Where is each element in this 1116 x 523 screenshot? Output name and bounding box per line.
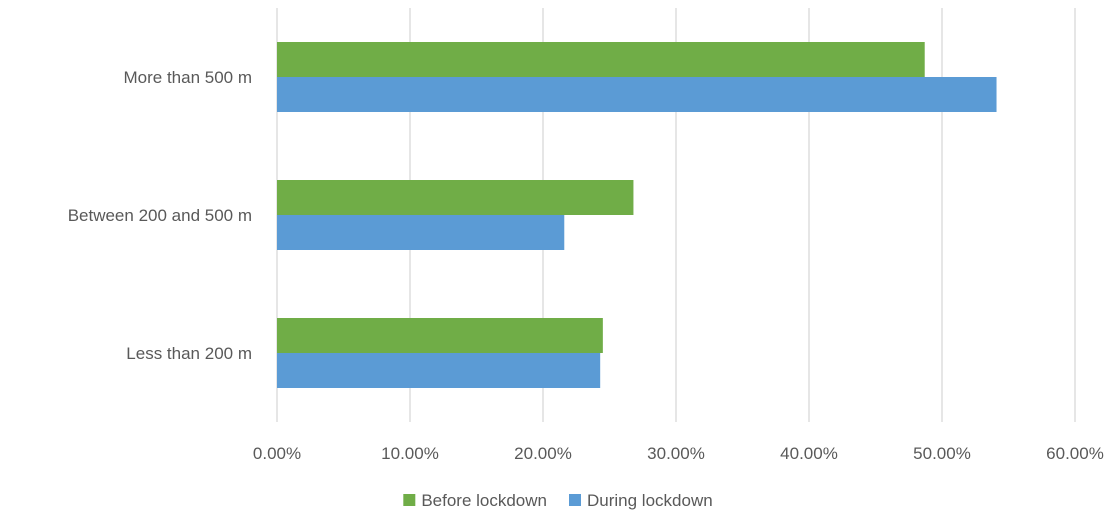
category-label: Between 200 and 500 m <box>68 206 252 225</box>
x-tick-labels: 0.00% 10.00% 20.00% 30.00% 40.00% 50.00% 60.00… <box>253 444 1104 463</box>
legend-swatch <box>569 494 581 506</box>
bars <box>277 42 997 388</box>
bar-before-lockdown <box>277 42 925 77</box>
bar-during-lockdown <box>277 77 997 112</box>
category-label: More than 500 m <box>123 68 252 87</box>
legend-swatch <box>403 494 416 506</box>
x-tick-label: 60.00% <box>1046 444 1104 463</box>
bar-before-lockdown <box>277 318 603 353</box>
legend: Before lockdown During lockdown <box>403 491 713 510</box>
x-tick-label: 10.00% <box>381 444 439 463</box>
bar-before-lockdown <box>277 180 634 215</box>
x-tick-label: 30.00% <box>647 444 705 463</box>
bar-during-lockdown <box>277 215 565 250</box>
x-tick-label: 50.00% <box>913 444 971 463</box>
x-tick-label: 40.00% <box>780 444 838 463</box>
legend-label: During lockdown <box>587 491 713 510</box>
legend-label: Before lockdown <box>421 491 547 510</box>
category-label: Less than 200 m <box>126 344 252 363</box>
category-labels: Less than 200 m Between 200 and 500 m More… <box>68 68 252 363</box>
x-tick-label: 20.00% <box>514 444 572 463</box>
bar-during-lockdown <box>277 353 601 388</box>
x-tick-label: 0.00% <box>253 444 301 463</box>
